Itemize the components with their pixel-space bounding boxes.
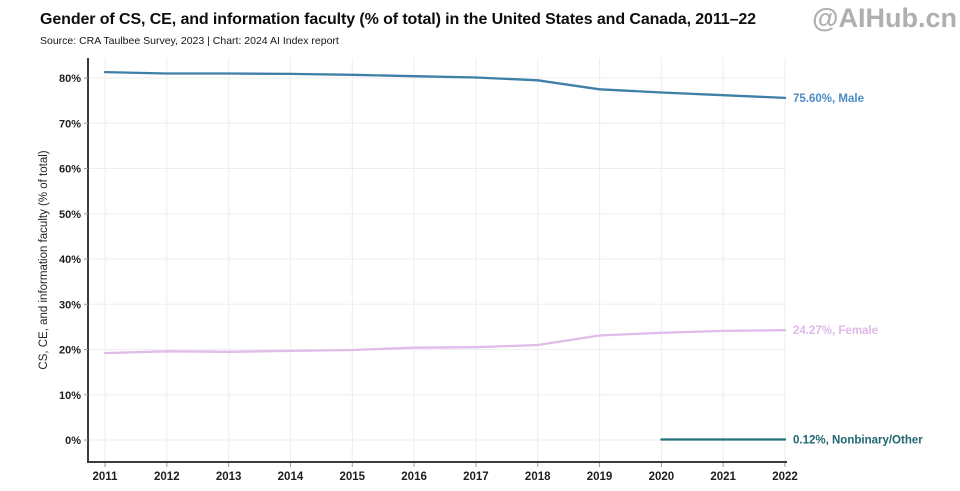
line-female bbox=[103, 329, 787, 355]
x-tick-label: 2016 bbox=[401, 471, 427, 483]
x-tick-label: 2011 bbox=[93, 471, 119, 483]
x-tick-label: 2014 bbox=[278, 471, 304, 483]
x-tick-label: 2020 bbox=[649, 471, 675, 483]
x-tick-label: 2021 bbox=[710, 471, 736, 483]
y-tick-label: 30% bbox=[59, 299, 81, 311]
x-tick-label: 2013 bbox=[216, 471, 242, 483]
y-tick-label: 70% bbox=[59, 118, 81, 130]
y-tick-label: 50% bbox=[59, 209, 81, 221]
x-tick-label: 2022 bbox=[772, 471, 798, 483]
chart-title: Gender of CS, CE, and information facult… bbox=[40, 11, 756, 28]
line-male bbox=[103, 70, 787, 100]
x-tick-label: 2012 bbox=[154, 471, 180, 483]
y-tick-label: 10% bbox=[59, 390, 81, 402]
series-end-label-nonbinary-other: 0.12%, Nonbinary/Other bbox=[793, 434, 923, 446]
series-end-label-female: 24.27%, Female bbox=[793, 325, 878, 337]
watermark-text: @AIHub.cn bbox=[812, 3, 957, 33]
series-end-label-male: 75.60%, Male bbox=[793, 93, 864, 105]
y-tick-label: 0% bbox=[65, 435, 81, 447]
y-tick-label: 60% bbox=[59, 164, 81, 176]
y-tick-label: 80% bbox=[59, 73, 81, 85]
y-tick-label: 40% bbox=[59, 254, 81, 266]
x-tick-label: 2019 bbox=[587, 471, 613, 483]
chart-source-caption: Source: CRA Taulbee Survey, 2023 | Chart… bbox=[40, 35, 339, 47]
x-tick-label: 2015 bbox=[339, 471, 365, 483]
y-tick-label: 20% bbox=[59, 345, 81, 357]
y-axis-title: CS, CE, and information faculty (% of to… bbox=[38, 150, 50, 369]
x-tick-label: 2017 bbox=[463, 471, 489, 483]
x-tick-label: 2018 bbox=[525, 471, 551, 483]
